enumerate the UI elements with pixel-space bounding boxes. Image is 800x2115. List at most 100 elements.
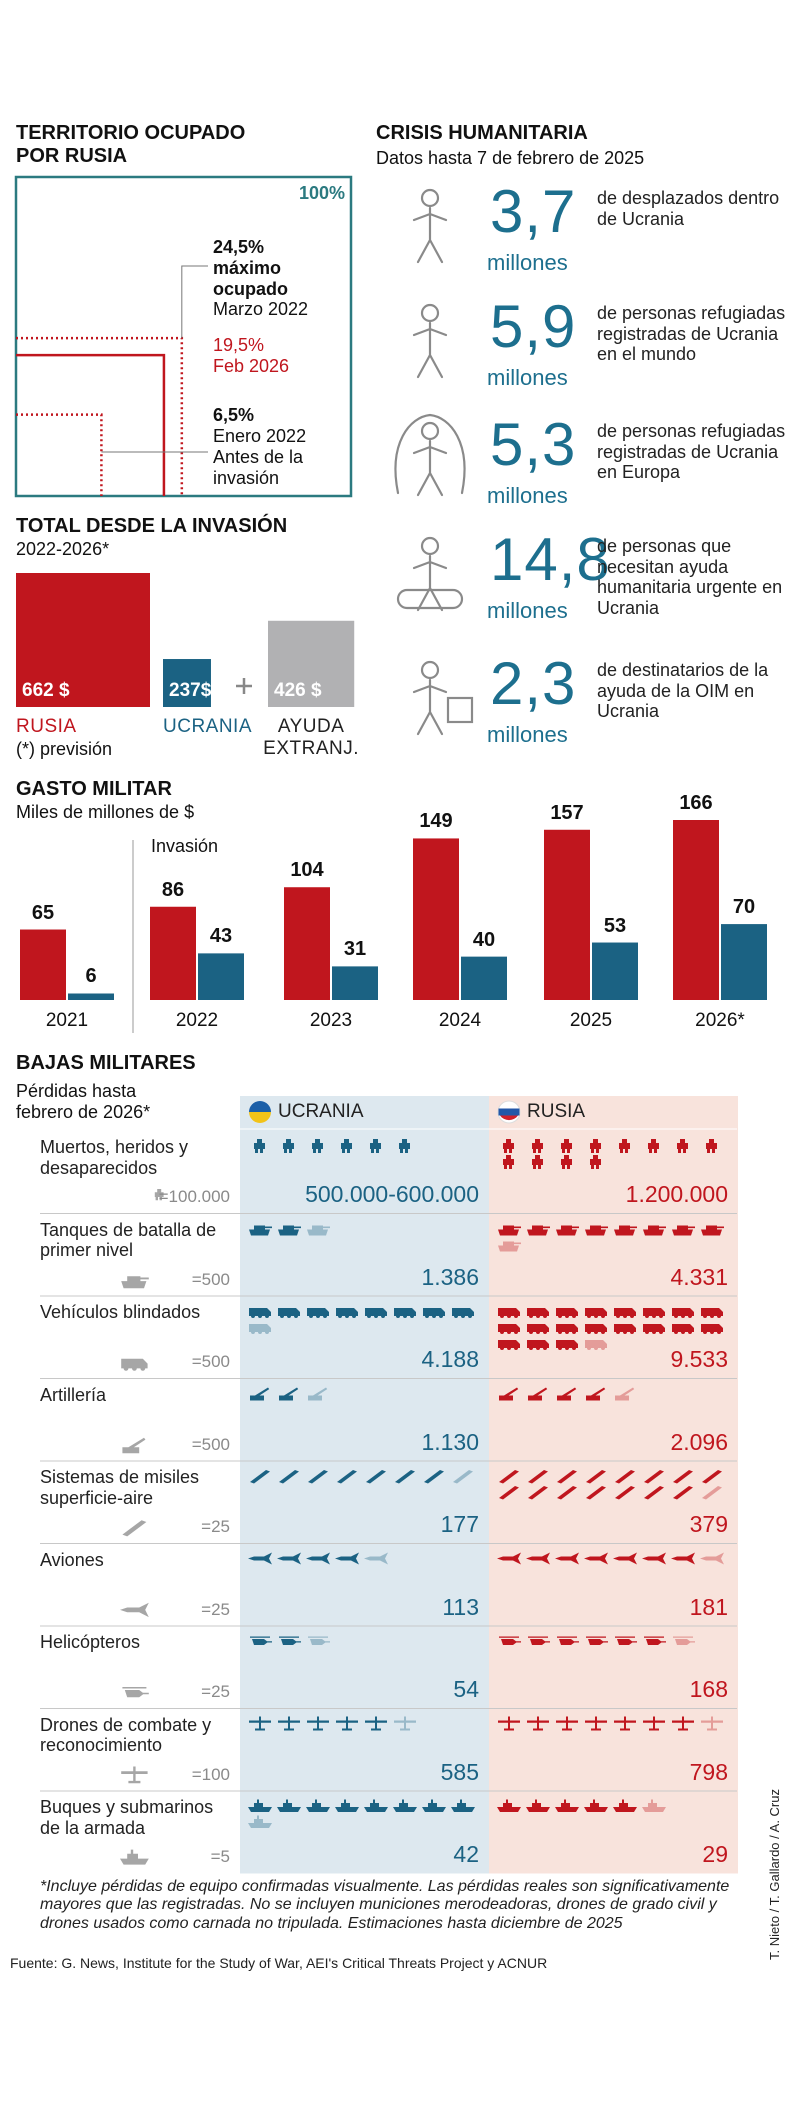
unit-icon [122,1520,147,1537]
pictogram-icon [642,1552,666,1565]
pictogram-icon [497,1552,521,1565]
row-label: Vehículos blindados [40,1302,201,1322]
pictogram-icon [452,1308,474,1318]
category-label: AYUDA EXTRANJ. [263,716,360,759]
unit-icon [121,1766,148,1784]
row-label: Buques y submarinos de la armada [40,1797,214,1838]
pictogram-icon [702,1486,722,1500]
value-label: 2.096 [670,1428,728,1455]
pictogram-icon [499,1387,519,1401]
pictogram-group [497,1552,724,1565]
description: de personas refugiadas registradas de Uc… [597,421,786,483]
territory-square [14,175,353,498]
pictogram-part [420,536,440,556]
pictogram-icon [706,1139,717,1153]
pictogram-icon [556,1716,578,1731]
pictogram-icon [335,1799,359,1812]
value-label: 177 [440,1511,479,1537]
category-label: RUSIA [16,716,77,737]
pictogram-icon [585,1308,607,1318]
bar [163,659,211,707]
unit-icon [120,1602,149,1618]
chart-title: TOTAL DESDE LA INVASIÓN [16,515,288,537]
value-label: 100% [298,183,345,203]
unit-label: =100.000 [158,1187,230,1206]
bar [673,820,719,1000]
pictogram-icon [700,1552,724,1565]
pictogram-icon [615,1387,635,1401]
value-label: 500.000-600.000 [305,1181,479,1207]
unit-label: =25 [201,1682,230,1701]
pictogram-group [249,1716,416,1731]
bar [268,620,355,707]
value-label: 168 [689,1676,728,1702]
pictogram-icon [557,1636,579,1645]
value-label: 1.386 [421,1263,479,1290]
value-label: 6 [85,965,97,988]
pictogram-icon [335,1552,359,1565]
pictogram-part [412,206,448,264]
row-label: Drones de combate y reconocimiento [40,1714,212,1756]
pictogram-group [250,1636,330,1645]
pictogram-part [420,303,440,323]
pictogram-icon [277,1552,301,1565]
pictogram-icon [672,1716,694,1731]
value-label: 157 [550,801,584,824]
pictogram-icon [648,1139,659,1153]
pictogram-icon [399,1139,410,1153]
pictogram-group [249,1225,330,1236]
section-subtitle: Datos hasta 7 de febrero de 2025 [376,148,645,168]
pictogram-part [394,413,466,495]
pictogram-icon [423,1308,445,1318]
description: de personas que necesitan ayuda humanita… [597,536,783,619]
pictogram-icon [498,1324,520,1334]
pictogram-icon [498,1225,521,1236]
pictogram-icon [585,1324,607,1334]
bar [544,829,590,1000]
pictogram-icon [366,1470,386,1484]
bar [461,956,507,1000]
pictogram-icon [278,1308,300,1318]
value-label: 19,5% [213,335,265,355]
unit-label: millones [487,722,568,747]
pictogram-icon [672,1225,695,1236]
note: Feb 2026 [213,356,290,376]
value-label: 43 [209,925,233,948]
annotation: Invasión [151,836,219,856]
leader-line [181,265,208,339]
pictogram-icon [613,1799,637,1812]
row-label: Tanques de batalla de primer nivel [40,1219,217,1261]
chart-title: TERRITORIO OCUPADO POR RUSIA [16,122,246,167]
pictogram-part [420,188,440,208]
pictogram-icon [586,1470,606,1484]
x-tick-label: 2024 [438,1010,482,1031]
value-label: 29 [702,1841,728,1867]
value-label: 70 [732,896,756,919]
pictogram-icon [528,1636,550,1645]
pictogram-icon [701,1308,723,1318]
pictogram-icon [613,1552,637,1565]
pictogram-icon [590,1139,601,1153]
pictogram-icon [341,1139,352,1153]
bar [284,887,330,1000]
pictogram-part [396,588,464,610]
pictogram-icon [527,1340,549,1350]
pictogram-icon [498,1340,520,1350]
pictogram-icon [498,1716,520,1731]
section-title: CRISIS HUMANITARIA [376,122,588,144]
pictogram-icon [528,1387,548,1401]
unit-icon [121,1276,149,1289]
pictogram-icon [584,1552,608,1565]
value-label: 149 [419,810,453,833]
pictogram-icon [673,1636,695,1645]
pictogram-icon [453,1470,473,1484]
pictogram-icon [499,1470,519,1484]
pictogram-icon [498,1241,521,1252]
pictogram-icon [642,1799,666,1812]
pictogram-group [497,1799,666,1812]
pictogram-icon [424,1470,444,1484]
column-background [489,1096,738,1874]
pictogram-icon [312,1139,323,1153]
territory-square [16,353,166,496]
